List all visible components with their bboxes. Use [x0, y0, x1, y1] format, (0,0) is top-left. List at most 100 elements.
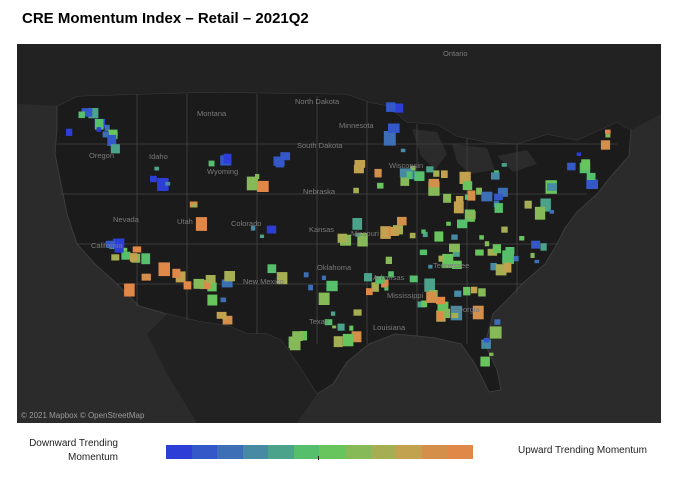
market-region[interactable] — [455, 196, 464, 204]
market-region[interactable] — [433, 170, 440, 177]
market-region[interactable] — [107, 134, 117, 146]
market-region[interactable] — [332, 325, 337, 329]
market-region[interactable] — [183, 281, 192, 290]
market-region[interactable] — [292, 331, 303, 341]
market-region[interactable] — [397, 216, 407, 226]
market-region[interactable] — [540, 243, 547, 251]
market-region[interactable] — [480, 356, 490, 367]
market-region[interactable] — [199, 280, 211, 290]
market-region[interactable] — [195, 217, 207, 231]
market-region[interactable] — [384, 286, 389, 291]
market-region[interactable] — [534, 259, 540, 264]
market-region[interactable] — [534, 206, 546, 220]
market-region[interactable] — [524, 200, 532, 209]
market-region[interactable] — [337, 233, 347, 243]
market-region[interactable] — [547, 183, 557, 191]
market-region[interactable] — [457, 219, 468, 229]
market-region[interactable] — [257, 180, 269, 192]
market-region[interactable] — [410, 165, 416, 171]
market-region[interactable] — [409, 275, 418, 283]
map-view[interactable]: Ontario North Dakota Montana Oregon Idaho Wyo… — [17, 44, 661, 423]
market-region[interactable] — [390, 226, 400, 236]
market-region[interactable] — [141, 273, 151, 281]
market-region[interactable] — [426, 291, 437, 303]
market-region[interactable] — [308, 284, 313, 291]
market-region[interactable] — [381, 283, 387, 288]
market-region[interactable] — [494, 203, 503, 213]
market-region[interactable] — [353, 187, 359, 194]
market-region[interactable] — [114, 243, 124, 253]
market-region[interactable] — [454, 290, 462, 297]
market-region[interactable] — [357, 233, 368, 247]
market-region[interactable] — [175, 271, 186, 283]
market-region[interactable] — [354, 160, 366, 168]
market-region[interactable] — [437, 312, 443, 320]
market-region[interactable] — [250, 225, 256, 231]
market-region[interactable] — [503, 262, 512, 273]
market-region[interactable] — [333, 336, 343, 348]
market-region[interactable] — [540, 198, 551, 212]
market-region[interactable] — [102, 131, 109, 138]
market-region[interactable] — [353, 164, 364, 174]
market-region[interactable] — [280, 152, 291, 161]
market-region[interactable] — [375, 276, 385, 284]
market-region[interactable] — [386, 102, 396, 112]
market-region[interactable] — [409, 232, 416, 239]
market-region[interactable] — [380, 226, 391, 239]
market-region[interactable] — [355, 233, 360, 237]
market-region[interactable] — [463, 286, 471, 296]
market-region[interactable] — [351, 331, 362, 343]
market-region[interactable] — [78, 111, 85, 119]
market-region[interactable] — [337, 323, 345, 331]
market-region[interactable] — [470, 286, 478, 294]
market-region[interactable] — [132, 246, 142, 253]
market-region[interactable] — [495, 264, 507, 276]
market-region[interactable] — [394, 103, 404, 113]
market-region[interactable] — [276, 272, 288, 285]
market-region[interactable] — [492, 244, 501, 254]
market-region[interactable] — [330, 311, 336, 316]
market-region[interactable] — [321, 275, 326, 281]
market-region[interactable] — [205, 275, 216, 283]
market-region[interactable] — [349, 325, 354, 331]
market-region[interactable] — [567, 162, 576, 171]
market-region[interactable] — [453, 201, 464, 214]
market-region[interactable] — [110, 144, 120, 154]
market-region[interactable] — [481, 191, 493, 202]
market-region[interactable] — [490, 262, 497, 271]
market-region[interactable] — [478, 288, 486, 297]
market-region[interactable] — [513, 255, 519, 262]
market-region[interactable] — [224, 271, 235, 282]
market-region[interactable] — [111, 254, 120, 261]
market-region[interactable] — [600, 140, 611, 150]
market-region[interactable] — [192, 204, 197, 208]
market-region[interactable] — [364, 273, 373, 282]
market-region[interactable] — [88, 108, 99, 119]
market-region[interactable] — [549, 209, 555, 214]
market-region[interactable] — [451, 234, 458, 240]
market-region[interactable] — [129, 253, 138, 262]
market-region[interactable] — [419, 249, 427, 256]
market-region[interactable] — [436, 296, 446, 305]
market-region[interactable] — [318, 292, 330, 305]
market-region[interactable] — [434, 231, 444, 242]
market-region[interactable] — [467, 190, 476, 201]
market-region[interactable] — [207, 282, 217, 292]
map-canvas[interactable]: Ontario North Dakota Montana Oregon Idaho Wyo… — [17, 44, 661, 423]
market-region[interactable] — [324, 319, 333, 326]
market-region[interactable] — [501, 163, 507, 167]
market-region[interactable] — [400, 148, 406, 153]
market-region[interactable] — [157, 178, 169, 191]
market-region[interactable] — [494, 170, 499, 174]
market-region[interactable] — [246, 176, 258, 191]
market-region[interactable] — [464, 194, 470, 200]
market-region[interactable] — [121, 251, 131, 260]
market-region[interactable] — [421, 229, 426, 234]
map-attribution[interactable]: © 2021 Mapbox © OpenStreetMap — [21, 411, 145, 420]
market-region[interactable] — [121, 247, 128, 252]
market-region[interactable] — [303, 272, 309, 278]
market-region[interactable] — [581, 159, 591, 170]
market-region[interactable] — [426, 166, 434, 173]
market-region[interactable] — [472, 305, 484, 320]
market-region[interactable] — [443, 193, 452, 203]
